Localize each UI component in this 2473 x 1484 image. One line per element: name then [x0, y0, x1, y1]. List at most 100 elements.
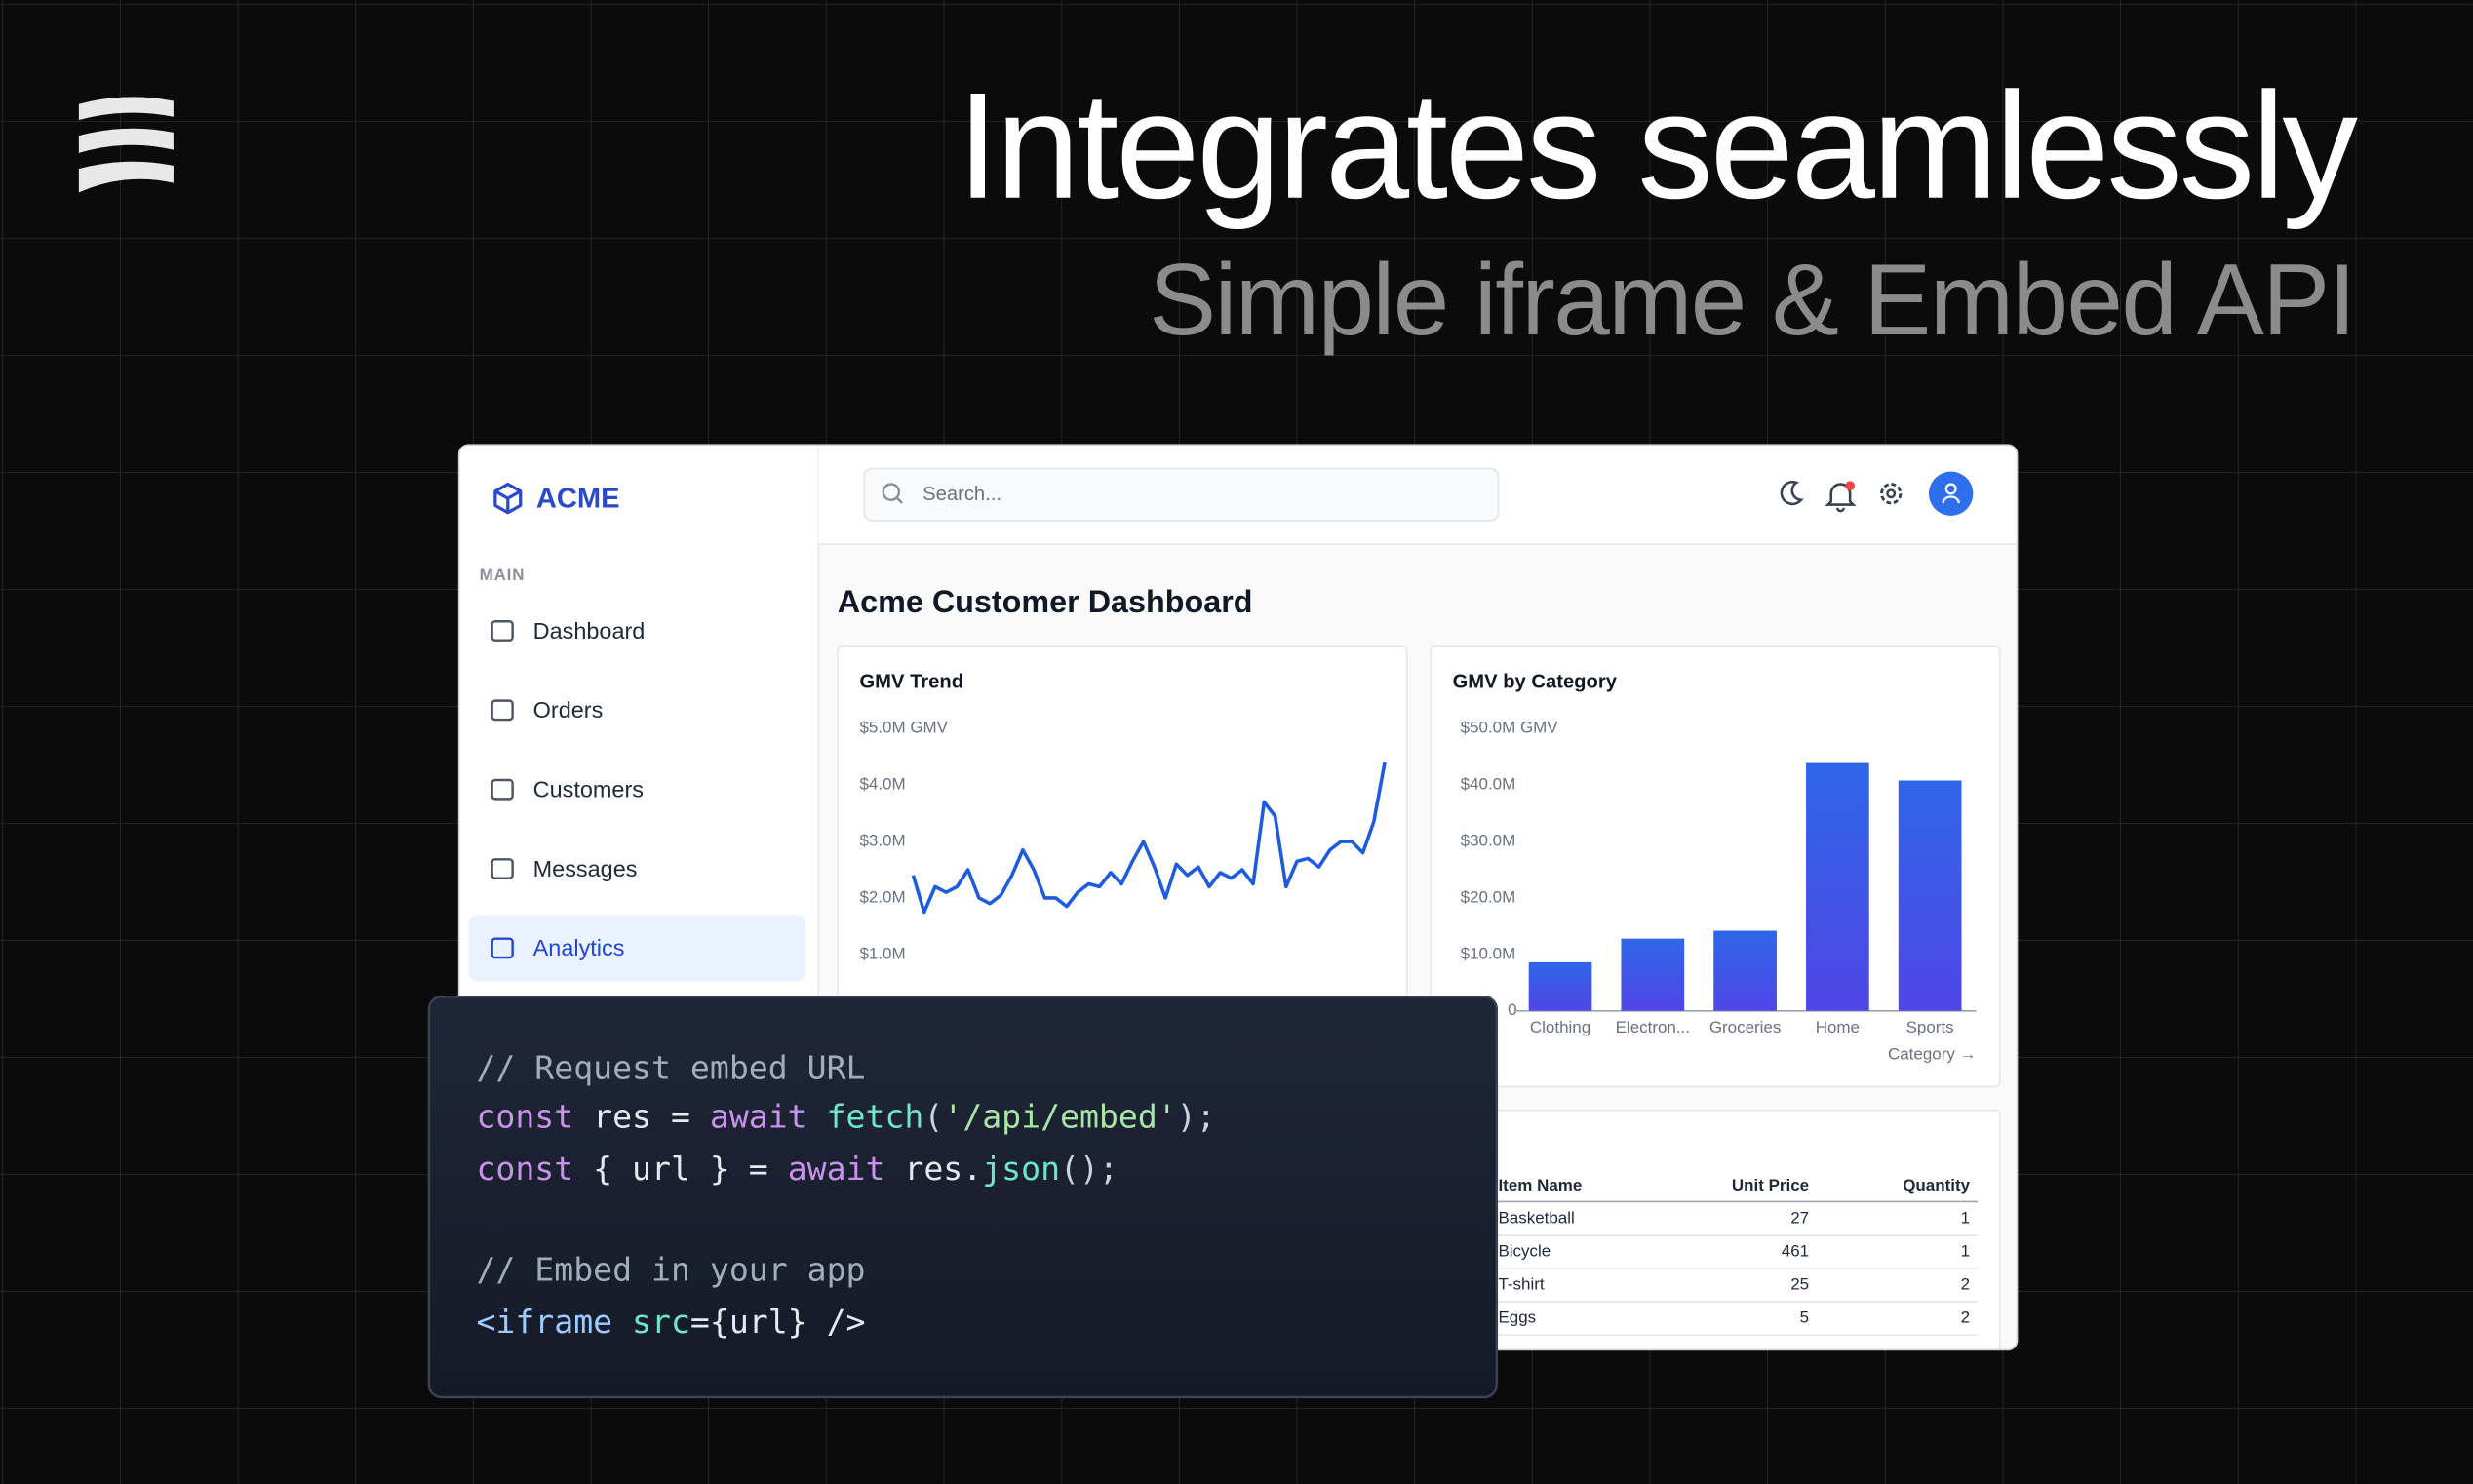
code-panel: // Request embed URL const res = await fe…	[427, 995, 1499, 1399]
search-icon-handle	[896, 497, 903, 504]
code-token: <iframe	[476, 1302, 612, 1340]
x-tick-label: Electron...	[1616, 1018, 1690, 1036]
cell: 461	[1782, 1242, 1809, 1261]
code-token: json	[982, 1150, 1060, 1188]
bar	[1898, 780, 1962, 1011]
cell: 2	[1961, 1275, 1970, 1294]
brand-icon	[493, 482, 523, 515]
cell: 5	[1800, 1308, 1809, 1327]
card-title: GMV by Category	[1453, 672, 1618, 693]
nav-item[interactable]: Dashboard	[533, 618, 646, 644]
nav-icon	[491, 699, 514, 722]
nav-item[interactable]: Messages	[533, 856, 638, 881]
column-header: Unit Price	[1732, 1176, 1809, 1194]
cell: Bicycle	[1498, 1242, 1551, 1261]
nav-icon	[491, 858, 514, 879]
cell: 1	[1961, 1242, 1970, 1261]
y-tick-label: $5.0M GMV	[859, 719, 948, 737]
charts: GMV Trend $1.0M $2.0M $3.0M $4.0M $5.0M GMV GM…	[859, 672, 1976, 1064]
code-token: ();	[1060, 1150, 1119, 1188]
search-box[interactable]	[863, 467, 1500, 522]
nav: Dashboard Orders Customers Messages Analytic…	[468, 618, 806, 982]
x-tick-label: Home	[1816, 1018, 1860, 1036]
cell: 25	[1790, 1275, 1809, 1294]
code-token: res.	[884, 1150, 982, 1188]
nav-item[interactable]: Customers	[533, 776, 644, 801]
code-token: // Request embed URL	[476, 1048, 865, 1086]
notifications[interactable]	[1825, 483, 1857, 513]
y-tick-label: $50.0M GMV	[1461, 719, 1559, 737]
nav-section: MAIN	[480, 566, 526, 584]
code-box	[427, 995, 1499, 1399]
code-token: (	[923, 1097, 943, 1135]
bar	[1806, 762, 1869, 1011]
code-token: src	[612, 1302, 690, 1340]
cell: T-shirt	[1498, 1275, 1544, 1294]
column-header: Item Name	[1498, 1176, 1582, 1194]
notification-dot	[1845, 481, 1855, 491]
cell: 1	[1961, 1209, 1970, 1228]
nav-icon	[491, 620, 514, 642]
y-tick-label: $2.0M	[859, 887, 905, 906]
code-token: await	[710, 1097, 807, 1135]
cell: 27	[1790, 1209, 1809, 1228]
avatar-body	[1942, 495, 1960, 504]
y-tick-label: $3.0M	[859, 832, 905, 850]
x-tick-label: Sports	[1906, 1018, 1954, 1036]
code-line: // Embed in your app	[476, 1250, 865, 1288]
code-token: res =	[573, 1097, 710, 1135]
avatar-head	[1944, 483, 1957, 495]
cell: Basketball	[1498, 1209, 1574, 1228]
code-token: );	[1177, 1097, 1216, 1135]
table: Item Name Unit Price Quantity Basketball 27 1…	[1452, 1176, 1979, 1336]
nav-icon	[491, 778, 514, 801]
dashboard-title: Acme Customer Dashboard	[838, 584, 1253, 619]
search-placeholder: Search...	[922, 484, 1001, 505]
brand[interactable]: ACME	[536, 483, 620, 514]
column-header: Quantity	[1903, 1176, 1970, 1194]
card	[837, 645, 1408, 1058]
code-token: const	[476, 1150, 573, 1188]
y-tick-label: $4.0M	[859, 775, 905, 794]
logo	[78, 97, 174, 193]
code-line: <iframe src={url} />	[476, 1302, 865, 1340]
nav-icon	[491, 937, 514, 959]
code-line: // Request embed URL	[476, 1048, 865, 1086]
y-tick-label: $10.0M	[1461, 944, 1516, 962]
bar	[1621, 938, 1685, 1011]
trend-line	[911, 762, 1387, 915]
y-tick-label: $20.0M	[1461, 887, 1516, 906]
y-tick-label: $30.0M	[1461, 832, 1516, 850]
settings-center	[1886, 488, 1897, 499]
x-axis-label: Category →	[1888, 1045, 1977, 1064]
code-line: const res = await fetch('/api/embed');	[476, 1097, 1215, 1135]
headline: Integrates seamlessly	[957, 60, 2358, 230]
cell: Eggs	[1498, 1308, 1536, 1327]
code-token: ={url} />	[690, 1302, 866, 1340]
app-window: ACME MAIN Dashboard Orders Customers Messag…	[458, 445, 2018, 1350]
code-token: const	[476, 1097, 573, 1135]
code-line: const { url } = await res.json();	[476, 1150, 1118, 1188]
search-icon	[882, 483, 901, 501]
bar	[1528, 961, 1592, 1011]
nav-active-bg	[468, 915, 806, 982]
subheadline: Simple iframe & Embed API	[1149, 243, 2355, 356]
nav-item[interactable]: Orders	[533, 697, 604, 722]
code-token: '/api/embed'	[943, 1097, 1176, 1135]
code-token: // Embed in your app	[476, 1250, 865, 1288]
x-tick-label: Groceries	[1709, 1018, 1782, 1036]
code-token: fetch	[807, 1097, 924, 1135]
code-token: { url } =	[573, 1150, 787, 1188]
y-tick-label: $1.0M	[859, 944, 905, 962]
code-token: await	[788, 1150, 885, 1188]
settings[interactable]	[1880, 483, 1903, 505]
x-tick-label: Clothing	[1530, 1018, 1590, 1036]
nav-item[interactable]: Analytics	[533, 935, 625, 960]
cell: 2	[1961, 1308, 1970, 1327]
card-title: GMV Trend	[859, 672, 963, 693]
theme-toggle[interactable]	[1780, 481, 1804, 506]
y-tick-label: $40.0M	[1461, 775, 1516, 794]
y-tick-label: 0	[1508, 1000, 1516, 1019]
